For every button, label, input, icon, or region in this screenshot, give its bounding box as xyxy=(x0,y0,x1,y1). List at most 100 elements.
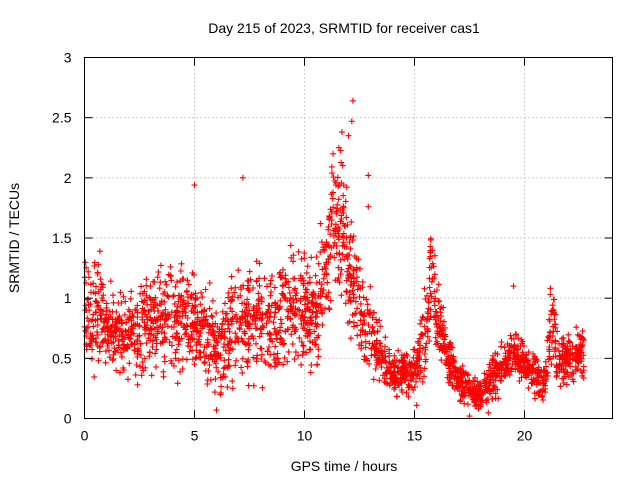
data-point xyxy=(146,330,152,337)
data-point xyxy=(340,209,347,216)
data-point xyxy=(530,376,537,383)
data-point xyxy=(270,319,277,326)
data-point xyxy=(100,292,107,299)
data-point xyxy=(287,315,294,322)
data-point xyxy=(559,375,566,382)
data-point xyxy=(94,322,101,329)
data-point xyxy=(292,311,299,318)
data-point xyxy=(183,289,190,296)
data-point xyxy=(292,305,299,312)
data-point xyxy=(508,365,515,372)
data-point xyxy=(110,338,117,345)
data-point xyxy=(544,337,551,344)
data-point xyxy=(472,403,479,410)
data-point xyxy=(506,372,513,379)
data-point xyxy=(98,329,105,335)
data-point xyxy=(354,322,361,329)
y-tick-label: 1 xyxy=(64,290,72,306)
data-point xyxy=(318,239,325,246)
data-point xyxy=(432,316,439,323)
data-point xyxy=(572,367,579,374)
data-point xyxy=(348,218,355,225)
data-point xyxy=(370,309,377,316)
data-point xyxy=(191,182,198,189)
data-point xyxy=(295,248,302,255)
data-point xyxy=(160,290,167,297)
data-point xyxy=(274,350,281,357)
data-point xyxy=(209,323,216,330)
data-point xyxy=(367,283,374,290)
data-point xyxy=(443,357,450,364)
data-point xyxy=(364,306,371,313)
data-point xyxy=(106,308,113,315)
data-point xyxy=(474,396,481,403)
data-point xyxy=(259,351,265,358)
x-tick-label: 15 xyxy=(407,428,423,444)
data-point xyxy=(241,330,248,337)
data-point xyxy=(568,372,575,379)
data-point xyxy=(206,362,213,368)
data-point xyxy=(427,243,434,250)
data-point xyxy=(399,359,406,366)
data-point xyxy=(117,289,124,296)
data-point xyxy=(345,265,352,272)
data-point xyxy=(482,384,489,391)
data-point xyxy=(185,336,192,343)
data-point xyxy=(281,354,288,361)
data-point xyxy=(284,358,291,365)
data-point xyxy=(313,314,320,321)
data-point xyxy=(170,292,177,299)
data-point xyxy=(126,308,133,315)
data-point xyxy=(508,342,515,349)
data-point xyxy=(113,367,120,374)
data-point xyxy=(201,353,208,360)
data-point xyxy=(276,303,283,310)
data-point xyxy=(548,361,555,368)
data-point xyxy=(128,288,135,295)
data-point xyxy=(514,346,521,353)
data-point xyxy=(164,292,171,299)
data-point xyxy=(269,273,275,279)
data-point xyxy=(435,281,442,288)
data-point xyxy=(206,322,213,329)
data-point xyxy=(239,308,246,315)
data-point xyxy=(245,346,252,353)
data-point xyxy=(92,309,99,316)
data-point xyxy=(163,281,170,288)
data-point xyxy=(313,301,320,308)
data-point xyxy=(134,338,141,345)
data-point xyxy=(343,214,350,221)
data-point xyxy=(264,348,271,355)
data-point xyxy=(321,247,328,254)
data-point xyxy=(228,316,235,323)
data-point xyxy=(335,196,342,203)
data-point xyxy=(540,368,547,375)
data-point xyxy=(547,291,554,298)
data-point xyxy=(242,312,249,318)
data-point xyxy=(573,353,580,360)
data-point xyxy=(520,359,527,365)
data-point xyxy=(405,384,412,391)
data-point xyxy=(184,294,191,300)
data-point xyxy=(369,314,376,321)
data-point xyxy=(93,283,99,290)
data-point xyxy=(345,320,351,326)
data-point xyxy=(373,316,380,323)
data-point xyxy=(371,352,378,359)
data-point xyxy=(162,306,169,313)
data-point xyxy=(259,322,266,329)
data-point xyxy=(91,373,98,380)
data-point xyxy=(324,279,331,286)
data-point xyxy=(177,268,184,274)
data-point xyxy=(320,275,327,282)
data-point xyxy=(134,350,141,357)
data-point xyxy=(487,364,494,371)
data-point xyxy=(102,359,109,366)
data-point xyxy=(396,382,403,388)
data-point xyxy=(386,346,392,353)
data-point xyxy=(415,347,421,354)
data-point xyxy=(514,365,521,372)
data-point xyxy=(326,306,333,313)
data-point xyxy=(431,252,438,259)
data-point xyxy=(501,367,508,374)
